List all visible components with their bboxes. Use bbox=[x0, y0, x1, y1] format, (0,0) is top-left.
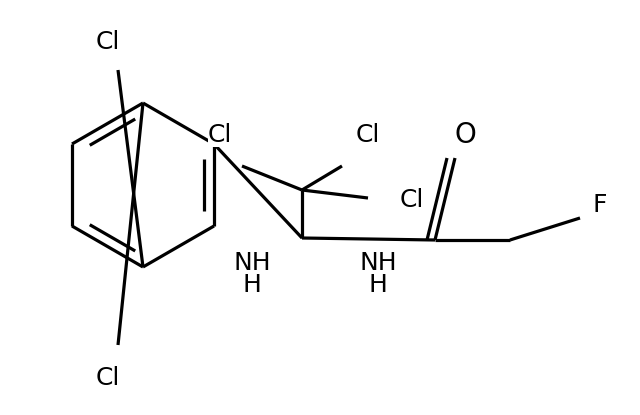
Text: NH: NH bbox=[359, 251, 397, 275]
Text: Cl: Cl bbox=[208, 123, 232, 147]
Text: NH: NH bbox=[233, 251, 271, 275]
Text: H: H bbox=[243, 273, 261, 297]
Text: Cl: Cl bbox=[400, 188, 424, 212]
Text: H: H bbox=[369, 273, 387, 297]
Text: O: O bbox=[454, 121, 476, 149]
Text: F: F bbox=[593, 193, 607, 217]
Text: Cl: Cl bbox=[356, 123, 380, 147]
Text: Cl: Cl bbox=[96, 366, 120, 390]
Text: Cl: Cl bbox=[96, 30, 120, 54]
